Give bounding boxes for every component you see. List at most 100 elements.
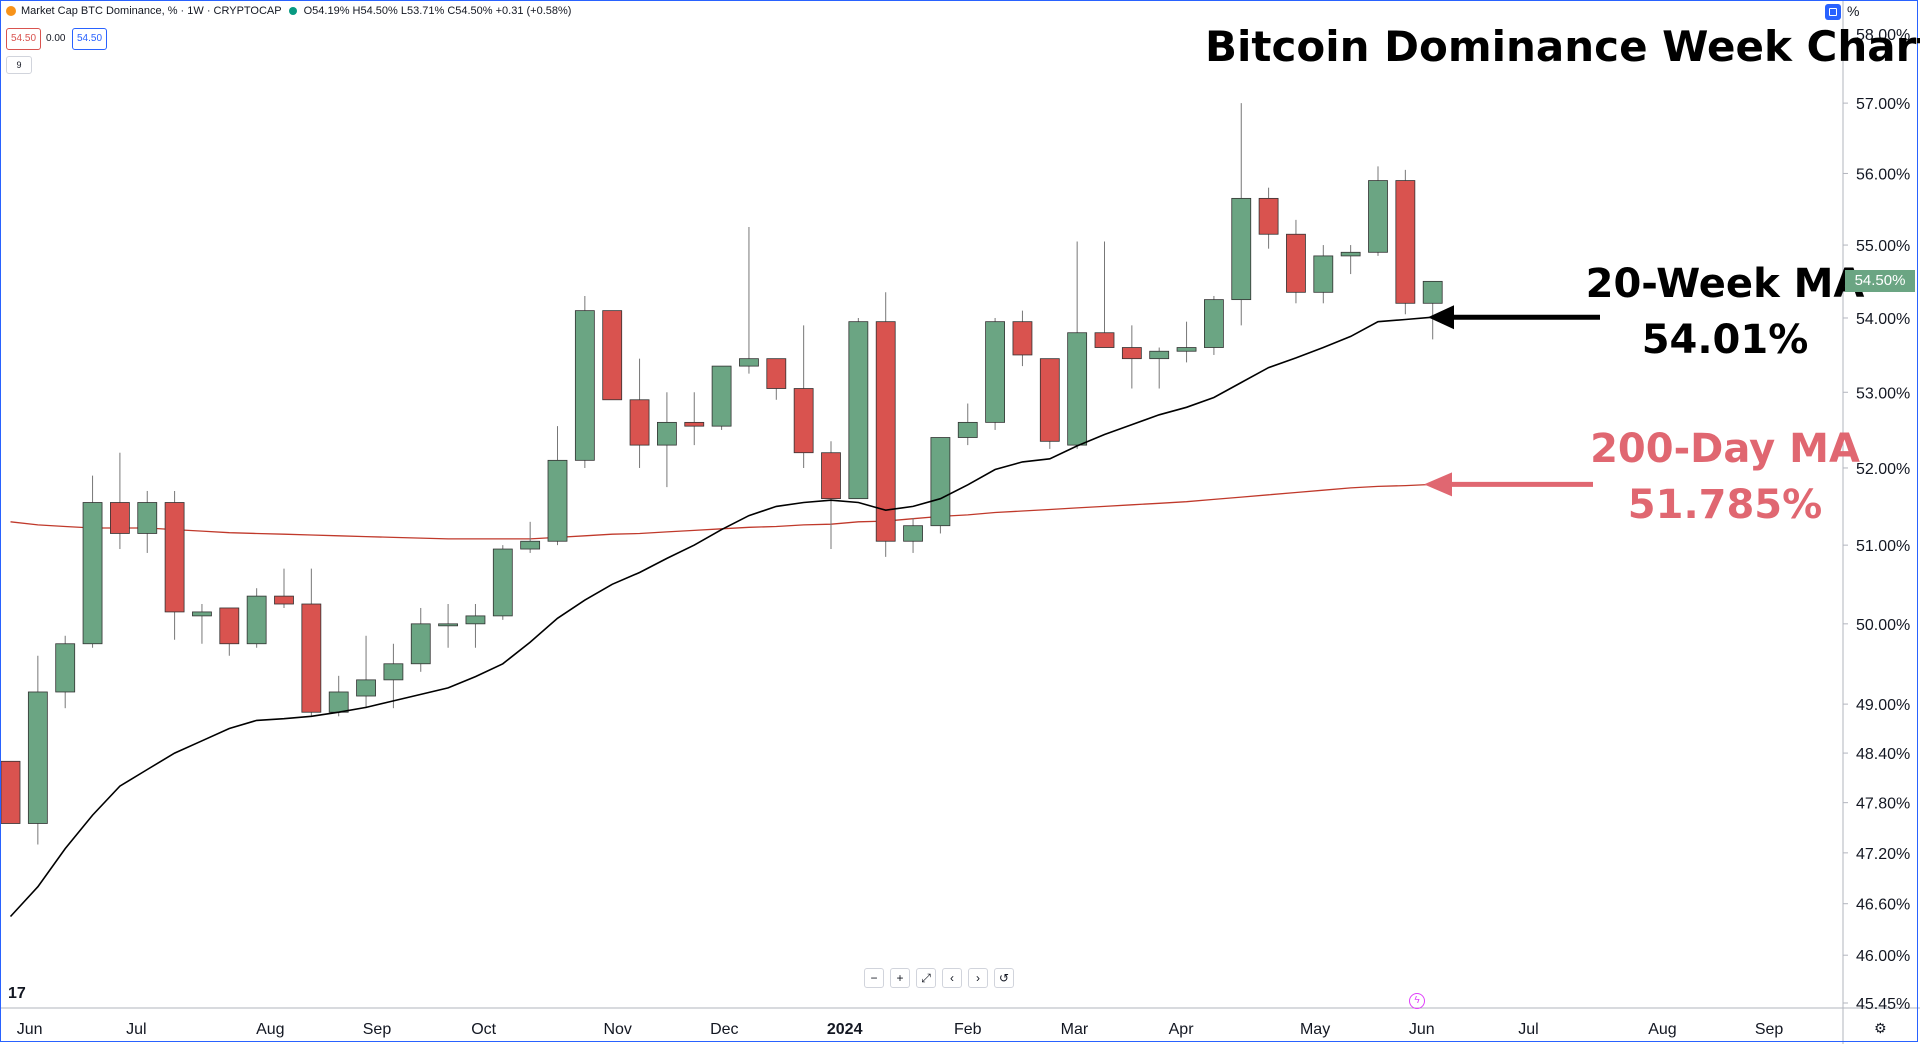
y-tick-label: 52.00% <box>1856 461 1910 478</box>
candle-body <box>164 502 185 613</box>
zoom-in-button[interactable]: + <box>890 968 910 988</box>
candle-up <box>82 475 103 648</box>
buy-price-button[interactable]: 54.50 <box>72 28 108 50</box>
x-tick-label: Sep <box>1755 1021 1784 1038</box>
x-tick-label: Feb <box>954 1021 982 1038</box>
scroll-right-button[interactable]: › <box>968 968 988 988</box>
spread-value: 0.00 <box>46 33 66 44</box>
candle-body <box>1204 299 1224 348</box>
candle-down <box>821 441 841 550</box>
x-tick-label: Oct <box>471 1021 496 1038</box>
candle-body <box>574 310 595 461</box>
candles-layer <box>0 103 1443 845</box>
candle-body <box>246 595 267 645</box>
candle-body <box>219 607 240 645</box>
candle-down <box>1395 169 1416 315</box>
candle-body <box>465 615 486 625</box>
y-tick-label: 56.00% <box>1856 166 1910 183</box>
candle-body <box>55 643 76 693</box>
candle-body <box>1395 180 1416 304</box>
candle-up <box>1340 245 1361 275</box>
ma200-layer <box>10 483 1433 540</box>
candle-up <box>465 604 486 648</box>
candle-up <box>1204 295 1224 355</box>
ma200-annotation-value: 51.785% <box>1627 482 1823 528</box>
candle-body <box>438 623 459 627</box>
candle-body <box>1149 350 1170 360</box>
candle-body <box>1039 358 1060 442</box>
candle-up <box>985 317 1005 430</box>
candle-up <box>574 295 595 468</box>
gear-icon[interactable]: ⚙ <box>1874 1020 1887 1036</box>
zoom-out-button[interactable]: − <box>864 968 884 988</box>
x-tick-label: May <box>1300 1021 1330 1038</box>
candle-up <box>55 635 76 709</box>
tradingview-logo-icon[interactable]: 17 <box>8 985 26 1002</box>
reset-chart-button[interactable]: ↺ <box>994 968 1014 988</box>
candle-body <box>1258 197 1279 235</box>
market-status-dot-icon <box>288 7 297 15</box>
sell-price-button[interactable]: 54.50 <box>6 28 42 50</box>
candle-body <box>1313 255 1334 293</box>
auto-scale-icon[interactable] <box>1825 4 1841 20</box>
candle-body <box>793 388 814 454</box>
candle-up <box>657 392 677 488</box>
x-tick-label: Dec <box>710 1021 738 1038</box>
ma20-layer <box>9 316 1433 918</box>
candle-up <box>903 517 923 553</box>
candle-up <box>1368 166 1388 256</box>
candle-down <box>164 490 185 640</box>
x-tick-label: Jul <box>1518 1021 1538 1038</box>
candle-down <box>274 568 294 608</box>
x-tick-label: Jul <box>126 1021 146 1038</box>
candle-up <box>848 317 869 500</box>
ma200-annotation: 200-Day MA 51.785% <box>1560 421 1890 533</box>
candle-up <box>492 545 513 620</box>
y-tick-label: 49.00% <box>1856 697 1910 714</box>
reset-zoom-button[interactable]: ⤢ <box>916 968 936 988</box>
scale-unit-label[interactable]: % <box>1847 3 1860 19</box>
scroll-left-button[interactable]: ‹ <box>942 968 962 988</box>
candle-down <box>1039 358 1060 449</box>
y-tick-label: 45.45% <box>1856 996 1910 1013</box>
candle-body <box>492 548 513 617</box>
candle-up <box>1067 241 1088 449</box>
candle-up <box>1422 280 1443 340</box>
candle-up <box>410 607 431 672</box>
candle-body <box>1368 180 1388 253</box>
y-tick-label: 47.20% <box>1856 846 1910 863</box>
candle-down <box>1258 187 1279 249</box>
y-tick-label: 55.00% <box>1856 238 1910 255</box>
y-tick-label: 57.00% <box>1856 96 1910 113</box>
candle-body <box>1340 251 1361 257</box>
symbol-legend[interactable]: Market Cap BTC Dominance, % · 1W · CRYPT… <box>6 5 571 17</box>
candle-up <box>246 588 267 648</box>
x-tick-label: Aug <box>1648 1021 1676 1038</box>
candle-down <box>1094 241 1115 348</box>
candle-body <box>657 421 677 446</box>
x-tick-label: Nov <box>603 1021 631 1038</box>
candle-body <box>930 437 951 527</box>
candle-body <box>27 691 48 824</box>
candle-body <box>875 321 896 542</box>
y-tick-label: 58.00% <box>1856 27 1910 44</box>
indicators-toggle-button[interactable]: 9 <box>6 56 32 74</box>
x-tick-label: Apr <box>1169 1021 1195 1038</box>
candle-up <box>1231 103 1252 326</box>
candle-up <box>547 426 568 546</box>
bitcoin-coin-icon <box>6 6 16 16</box>
lightning-icon[interactable]: ϟ <box>1409 993 1425 1009</box>
ohlc-values: O54.19% H54.50% L53.71% C54.50% +0.31 (+… <box>303 5 572 17</box>
candle-down <box>219 607 240 656</box>
y-tick-label: 46.00% <box>1856 948 1910 965</box>
candle-up <box>711 365 732 430</box>
candle-body <box>739 358 759 367</box>
symbol-title: Market Cap BTC Dominance, % · 1W · CRYPT… <box>21 5 282 17</box>
candle-body <box>1176 347 1197 352</box>
candle-up <box>520 521 541 553</box>
candle-body <box>1231 197 1252 301</box>
candle-down <box>301 568 322 717</box>
candle-body <box>301 603 322 713</box>
candle-down <box>602 310 623 401</box>
